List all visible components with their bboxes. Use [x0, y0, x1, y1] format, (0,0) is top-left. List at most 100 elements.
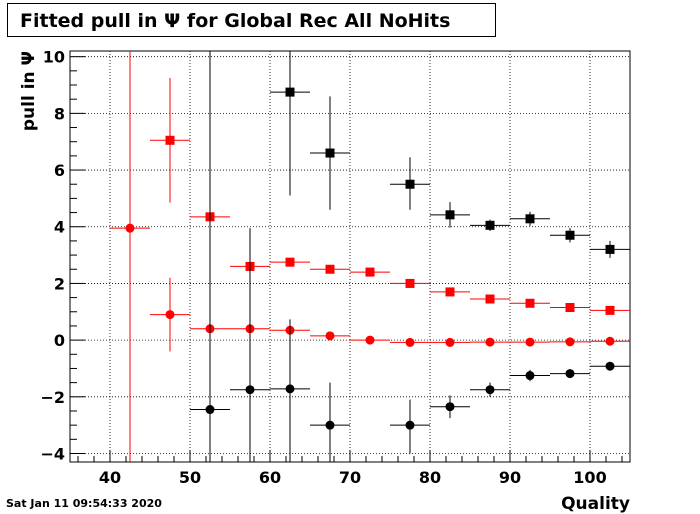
square-marker [565, 303, 575, 313]
square-marker [605, 305, 615, 315]
circle-marker [405, 420, 415, 430]
timestamp: Sat Jan 11 09:54:33 2020 [6, 497, 162, 510]
data-point [190, 51, 230, 462]
data-point [230, 228, 270, 462]
data-point [270, 319, 310, 462]
series-2 [150, 77, 630, 315]
data-point [390, 278, 430, 288]
data-point [590, 361, 630, 371]
square-marker [525, 298, 535, 308]
data-point [310, 382, 350, 462]
data-point [390, 399, 430, 454]
circle-marker [445, 402, 455, 412]
x-tick-label: 90 [499, 468, 521, 487]
square-marker [445, 287, 455, 297]
data-point [510, 369, 550, 382]
circle-marker [605, 336, 615, 346]
series-4 [270, 51, 630, 258]
circle-marker [165, 310, 175, 320]
circle-marker [565, 369, 575, 379]
data-point [550, 228, 590, 243]
square-marker [325, 264, 335, 274]
data-point [270, 257, 310, 267]
data-point [270, 51, 310, 196]
data-point [470, 337, 510, 347]
y-tick-label: 0 [54, 331, 65, 350]
chart-title: Fitted pull in Ψ for Global Rec All NoHi… [20, 10, 451, 32]
circle-marker [365, 335, 375, 345]
data-point [310, 331, 350, 341]
data-point [350, 267, 390, 277]
square-marker [285, 87, 295, 97]
y-tick-label: 2 [54, 274, 65, 293]
circle-marker [125, 223, 135, 233]
data-point [110, 51, 150, 462]
data-point [350, 335, 390, 345]
y-tick-label: 10 [43, 48, 65, 67]
data-point [590, 240, 630, 258]
data-point [430, 337, 470, 347]
circle-marker [325, 420, 335, 430]
square-marker [605, 244, 615, 254]
square-marker [165, 135, 175, 145]
data-point [470, 219, 510, 231]
grid-lines [70, 51, 630, 462]
data-point [470, 294, 510, 304]
series-1 [110, 51, 630, 462]
x-tick-label: 80 [419, 468, 441, 487]
circle-marker [445, 337, 455, 347]
circle-marker [205, 405, 215, 415]
y-axis-label: pull in Ψ [19, 51, 39, 131]
x-tick-label: 60 [259, 468, 281, 487]
square-marker [405, 179, 415, 189]
data-point [390, 337, 430, 347]
square-marker [485, 294, 495, 304]
circle-marker [485, 385, 495, 395]
data-point [150, 277, 190, 352]
circle-marker [525, 371, 535, 381]
circle-marker [405, 337, 415, 347]
square-marker [485, 220, 495, 230]
x-tick-label: 100 [573, 468, 606, 487]
x-tick-label: 70 [339, 468, 361, 487]
y-tick-label: −2 [40, 388, 65, 407]
square-marker [445, 210, 455, 220]
plot-frame [69, 50, 631, 463]
square-marker [525, 214, 535, 224]
x-tick-label: 40 [99, 468, 121, 487]
y-tick-label: −4 [40, 444, 65, 463]
data-point [310, 264, 350, 274]
circle-marker [245, 385, 255, 395]
data-point [550, 369, 590, 379]
data-point [150, 77, 190, 203]
data-point [590, 336, 630, 346]
circle-marker [325, 331, 335, 341]
circle-marker [565, 337, 575, 347]
x-axis-label: Quality [561, 494, 630, 514]
circle-marker [485, 337, 495, 347]
y-tick-label: 6 [54, 161, 65, 180]
data-point [430, 202, 470, 228]
data-point [550, 303, 590, 313]
square-marker [365, 267, 375, 277]
x-tick-label: 50 [179, 468, 201, 487]
square-marker [325, 148, 335, 158]
square-marker [565, 230, 575, 240]
axis-ticks: 40 50 60 70 80 90 100 −4 −2 0 2 4 6 8 10 [40, 48, 623, 487]
series-3 [190, 51, 630, 462]
data-point [510, 337, 550, 347]
circle-marker [605, 361, 615, 371]
circle-marker [285, 384, 295, 394]
data-point [590, 305, 630, 315]
data-marks [110, 51, 630, 462]
data-point [470, 382, 510, 397]
circle-marker [525, 337, 535, 347]
data-point [430, 395, 470, 419]
data-point [430, 287, 470, 297]
chart-title-box: Fitted pull in Ψ for Global Rec All NoHi… [7, 3, 496, 37]
square-marker [285, 257, 295, 267]
y-tick-label: 8 [54, 104, 65, 123]
data-point [390, 157, 430, 210]
data-point [550, 337, 590, 347]
